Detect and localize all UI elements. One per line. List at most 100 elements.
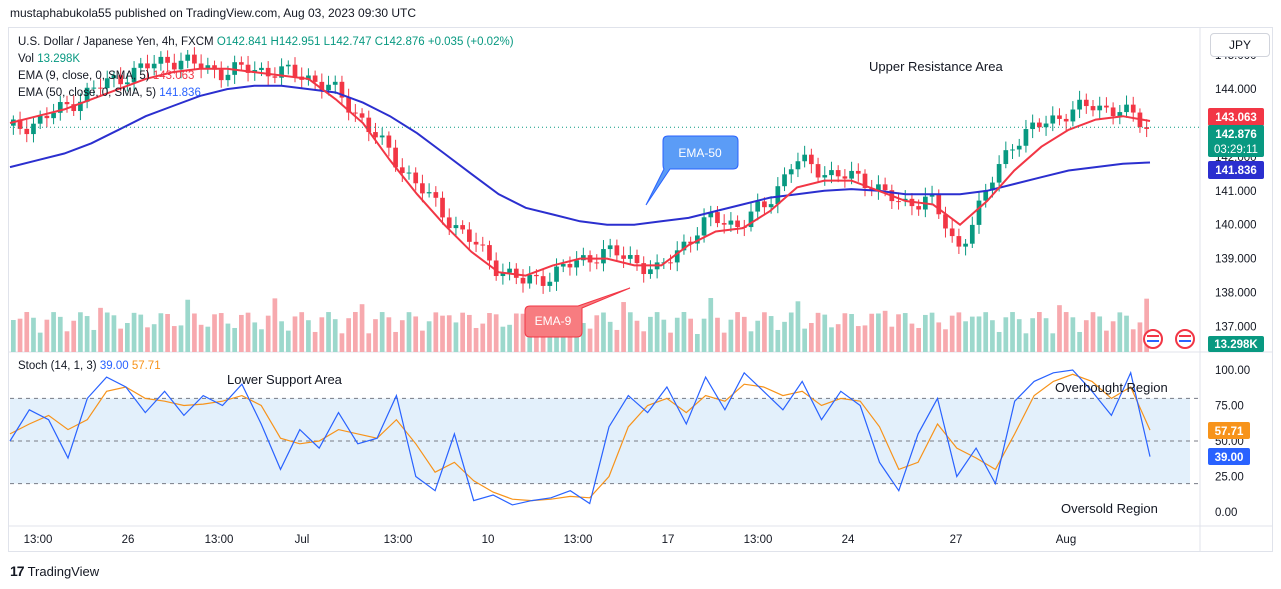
candle-body bbox=[1043, 123, 1049, 128]
stoch-label[interactable]: Stoch (14, 1, 3) bbox=[18, 360, 97, 372]
volume-bar bbox=[145, 327, 150, 352]
candle-body bbox=[232, 62, 237, 75]
tradingview-logo-icon[interactable]: 17 bbox=[10, 563, 25, 579]
volume-bar bbox=[386, 317, 392, 352]
candle-body bbox=[936, 193, 942, 215]
candle-body bbox=[943, 214, 948, 229]
candle-body bbox=[433, 192, 439, 198]
volume-bar bbox=[51, 312, 56, 352]
candle-body bbox=[1077, 99, 1082, 110]
candle-body bbox=[1110, 107, 1116, 117]
volume-bar bbox=[788, 312, 794, 352]
volume-bar bbox=[936, 322, 942, 352]
ema50-callout bbox=[645, 135, 739, 206]
candle-body bbox=[138, 63, 144, 68]
time-axis-tick: 24 bbox=[842, 534, 855, 546]
candle-body bbox=[768, 204, 774, 208]
volume-bar bbox=[239, 314, 244, 352]
volume-bar bbox=[1043, 318, 1049, 352]
volume-bar bbox=[621, 302, 626, 352]
jp-flag-stripes-2 bbox=[1179, 340, 1191, 342]
candle-body bbox=[621, 255, 626, 259]
candle-body bbox=[1090, 106, 1096, 111]
candle-body bbox=[554, 266, 559, 282]
volume-bar bbox=[346, 318, 351, 352]
candle-body bbox=[614, 245, 620, 256]
volume-bar bbox=[715, 317, 720, 352]
candle-body bbox=[688, 241, 693, 244]
candle-body bbox=[1050, 115, 1056, 124]
volume-bar bbox=[1057, 305, 1062, 352]
volume-bar bbox=[57, 316, 63, 352]
volume-bar bbox=[198, 324, 204, 352]
volume-bar bbox=[1097, 316, 1103, 352]
volume-bar bbox=[822, 314, 828, 352]
volume-bar bbox=[212, 314, 217, 352]
volume-bar bbox=[768, 316, 774, 352]
last-price-badge bbox=[1208, 125, 1264, 157]
candle-body bbox=[165, 56, 170, 63]
candle-body bbox=[91, 87, 97, 89]
candle-body bbox=[306, 75, 311, 80]
ema9-label[interactable]: EMA (9, close, 0, SMA, 5) bbox=[18, 70, 150, 82]
currency-button[interactable]: JPY bbox=[1210, 33, 1270, 57]
ema50-label[interactable]: EMA (50, close, 0, SMA, 5) bbox=[18, 87, 157, 99]
volume-bar bbox=[339, 333, 345, 352]
stoch-axis-tick: 75.00 bbox=[1215, 401, 1244, 413]
volume-label[interactable]: Vol bbox=[18, 53, 34, 65]
symbol-label[interactable]: U.S. Dollar / Japanese Yen, 4h, FXCM bbox=[18, 36, 214, 48]
volume-bar bbox=[1003, 317, 1009, 352]
candle-body bbox=[245, 64, 251, 73]
volume-bar bbox=[1050, 333, 1056, 352]
volume-bar bbox=[406, 312, 412, 352]
volume-bar bbox=[326, 312, 331, 352]
volume-bar bbox=[842, 313, 848, 352]
footer-brand[interactable]: TradingView bbox=[27, 563, 100, 579]
candle-body bbox=[949, 228, 955, 237]
volume-bar bbox=[1077, 331, 1082, 352]
ema9-value: 143.063 bbox=[152, 70, 195, 82]
candle-body bbox=[755, 201, 761, 212]
volume-bar bbox=[835, 324, 841, 352]
candle-body bbox=[728, 220, 734, 225]
volume-bar bbox=[681, 312, 687, 352]
chart-legend: U.S. Dollar / Japanese Yen, 4h, FXCM O14… bbox=[18, 34, 514, 102]
candle-body bbox=[104, 78, 110, 89]
volume-bar bbox=[272, 298, 278, 352]
candle-body bbox=[332, 81, 338, 85]
symbol-row: U.S. Dollar / Japanese Yen, 4h, FXCM O14… bbox=[18, 34, 514, 51]
volume-bar bbox=[1083, 320, 1089, 352]
ema9-line bbox=[9, 67, 1151, 277]
volume-bar bbox=[695, 333, 700, 352]
candle-body bbox=[1070, 109, 1076, 122]
volume-bar bbox=[1090, 312, 1096, 352]
volume-bar bbox=[1124, 315, 1129, 352]
jp-flag-icon[interactable] bbox=[1175, 329, 1195, 349]
stoch-axis-tick: 100.00 bbox=[1215, 365, 1250, 377]
us-flag-icon[interactable] bbox=[1143, 329, 1163, 349]
volume-bar bbox=[882, 310, 888, 352]
volume-bar bbox=[165, 314, 170, 352]
volume-bar bbox=[795, 301, 801, 352]
volume-bar bbox=[467, 314, 472, 352]
volume-bar bbox=[527, 325, 533, 352]
volume-bar bbox=[809, 322, 814, 352]
volume-bar bbox=[151, 324, 157, 352]
volume-bar bbox=[654, 312, 660, 352]
candle-body bbox=[634, 255, 640, 264]
volume-bar bbox=[78, 312, 83, 352]
volume-bar bbox=[306, 320, 311, 352]
volume-bar bbox=[245, 312, 251, 352]
volume-bar bbox=[1037, 312, 1042, 352]
candle-body bbox=[507, 268, 512, 273]
candle-body bbox=[399, 167, 405, 173]
volume-bar bbox=[259, 329, 264, 352]
volume-bar bbox=[701, 318, 707, 352]
time-axis-tick: 13:00 bbox=[564, 534, 593, 546]
candle-body bbox=[17, 119, 23, 129]
countdown-badge-text: 03:29:11 bbox=[1214, 144, 1258, 156]
volume-bar bbox=[426, 321, 432, 352]
time-axis-tick: 13:00 bbox=[744, 534, 773, 546]
candle-body bbox=[279, 66, 284, 78]
